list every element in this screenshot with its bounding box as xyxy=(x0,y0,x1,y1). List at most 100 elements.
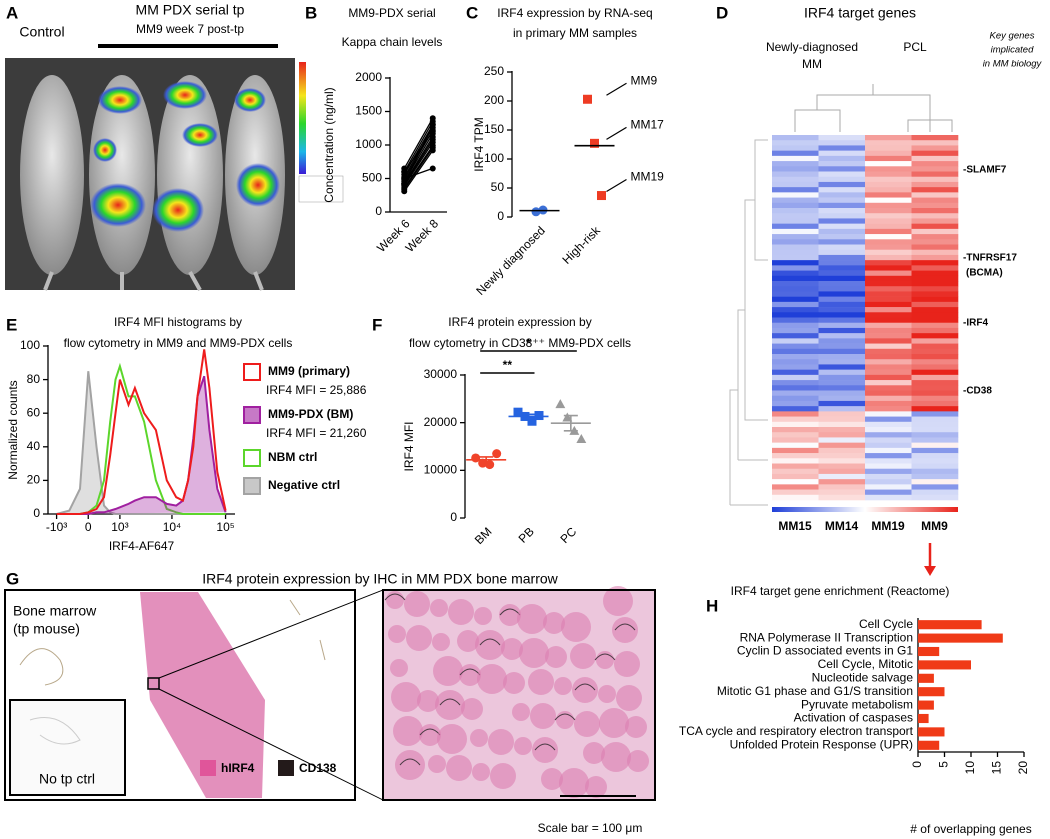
heat-cell xyxy=(911,338,959,344)
heat-cell xyxy=(772,354,819,360)
signal xyxy=(93,138,117,162)
heat-cell xyxy=(865,239,912,245)
heat-cell xyxy=(772,338,819,344)
heat-cell xyxy=(818,442,866,449)
heat-cell xyxy=(911,473,959,480)
heat-cell xyxy=(911,411,959,417)
heat-cell xyxy=(772,484,819,490)
heat-cell xyxy=(865,281,912,287)
heat-cell xyxy=(911,364,959,370)
sample-label: MM9 xyxy=(921,519,948,533)
legend-label: Negative ctrl xyxy=(268,478,340,492)
heat-cell xyxy=(818,234,866,240)
cell xyxy=(561,612,591,642)
signal xyxy=(90,183,146,227)
cell xyxy=(475,630,505,660)
error-bar xyxy=(563,414,578,432)
heat-cell xyxy=(818,176,866,183)
heat-cell xyxy=(772,202,819,209)
heat-cell xyxy=(772,468,819,475)
heat-cell xyxy=(772,291,819,297)
heat-cell xyxy=(865,479,912,485)
heat-cell xyxy=(772,275,819,282)
y-tick-label: 200 xyxy=(484,93,504,107)
series-line xyxy=(403,127,434,178)
cell xyxy=(428,755,446,773)
bar xyxy=(918,713,929,724)
cell xyxy=(433,656,463,686)
cell xyxy=(499,604,521,626)
cell xyxy=(393,716,423,746)
sample-label: MM15 xyxy=(778,519,812,533)
heat-cell xyxy=(772,489,819,496)
error-bar xyxy=(521,413,536,420)
legend-label: CD138 xyxy=(299,761,337,775)
heat-cell xyxy=(865,145,912,151)
series-line xyxy=(403,150,434,192)
panel-title: IRF4 protein expression by IHC in MM PDX… xyxy=(202,571,558,587)
heat-cell xyxy=(818,427,866,433)
heat-cell xyxy=(865,494,912,501)
chart-title: IRF4 expression by RNA-seq xyxy=(497,6,652,20)
series-line xyxy=(403,139,434,185)
y-tick-label: 0 xyxy=(450,510,457,524)
heat-cell xyxy=(818,458,866,464)
heat-cell xyxy=(772,260,819,266)
sample-label: MM14 xyxy=(825,519,859,533)
legend-note: IRF4 MFI = 21,260 xyxy=(266,426,367,440)
x-tick-label: 10⁵ xyxy=(216,520,234,534)
sample-labels: MM15 MM14 MM19 MM9 xyxy=(778,519,948,533)
x-tick-label: Newly diagnosed xyxy=(473,223,548,298)
heat-cell xyxy=(772,317,819,324)
panel-label: D xyxy=(716,3,728,22)
cell xyxy=(572,677,598,703)
heat-cell xyxy=(772,296,819,303)
tissue xyxy=(140,592,265,798)
cell xyxy=(477,664,507,694)
membrane xyxy=(594,653,616,661)
heat-cell xyxy=(818,150,866,157)
heat-cell xyxy=(865,249,912,256)
heat-cell xyxy=(818,286,866,292)
dendrogram xyxy=(729,139,768,506)
heat-cell xyxy=(865,395,912,402)
heat-cell xyxy=(865,192,912,198)
y-tick-label: 100 xyxy=(20,338,40,352)
heat-cell xyxy=(818,145,866,151)
panel-d: IRF4 target genes Newly-diagnosed MM PCL… xyxy=(729,5,1043,576)
heat-cell xyxy=(772,411,819,417)
heat-cell xyxy=(772,234,819,240)
x-tick-label: 10³ xyxy=(111,520,128,534)
heat-cell xyxy=(772,473,819,480)
heat-cell xyxy=(911,432,959,438)
heat-cell xyxy=(865,140,912,146)
heat-cell xyxy=(772,187,819,193)
heat-cell xyxy=(818,473,866,480)
heat-cell xyxy=(865,442,912,449)
legend-note: IRF4 MFI = 25,886 xyxy=(266,383,367,397)
heat-cell xyxy=(911,416,959,423)
heat-cell xyxy=(911,296,959,303)
heat-cell xyxy=(911,369,959,376)
bar xyxy=(918,660,971,670)
heat-cell xyxy=(865,166,912,172)
heat-cell xyxy=(911,307,959,313)
scale-note: Scale bar = 100 μm xyxy=(538,821,643,835)
data-point xyxy=(597,191,606,201)
heat-cell xyxy=(865,286,912,292)
heat-cell xyxy=(772,228,819,235)
panel-subtitle: MM9 week 7 post-tp xyxy=(136,22,244,36)
heat-cell xyxy=(772,385,819,391)
heat-cell xyxy=(772,213,819,219)
dendrogram xyxy=(794,84,953,132)
heat-cell xyxy=(911,192,959,198)
heat-cell xyxy=(865,427,912,433)
heat-cell xyxy=(865,354,912,360)
heat-cell xyxy=(818,307,866,313)
cell xyxy=(614,651,640,677)
heat-cell xyxy=(911,187,959,193)
gene-label: -IRF4 xyxy=(963,318,988,329)
heat-cell xyxy=(818,348,866,355)
category-label: Unfolded Protein Response (UPR) xyxy=(730,737,913,751)
cell xyxy=(598,685,616,703)
